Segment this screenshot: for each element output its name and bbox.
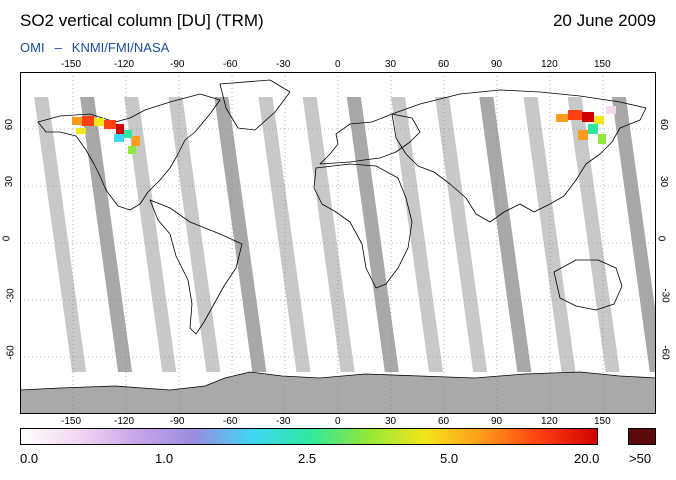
lon-tick-bottom: 30: [385, 416, 397, 427]
data-gap-swath: [34, 97, 87, 372]
lat-tick-left: 30: [4, 175, 16, 188]
lon-tick-top: 90: [491, 59, 503, 70]
lon-tick-top: 30: [385, 59, 397, 70]
data-gap-swath: [214, 97, 267, 372]
data-gap-swath: [479, 97, 532, 372]
data-gap-swath: [611, 97, 656, 372]
lon-tick-bottom: 0: [335, 416, 341, 427]
graticule: [20, 72, 656, 414]
lat-tick-left: 0: [1, 235, 13, 242]
europe-outline: [319, 113, 421, 165]
lat-tick-left: -60: [5, 345, 17, 360]
lon-tick-bottom: -90: [170, 416, 185, 427]
lon-tick-top: -30: [276, 59, 291, 70]
south-america-outline: [149, 199, 243, 335]
asia-outline: [391, 89, 647, 223]
australia-outline: [553, 259, 623, 311]
lon-tick-top: -60: [223, 59, 238, 70]
lon-tick-top: 0: [335, 59, 341, 70]
data-credit: OMI – KNMI/FMI/NASA: [20, 40, 169, 55]
colorbar: [20, 428, 598, 445]
lon-tick-top: -150: [61, 59, 82, 70]
lon-tick-bottom: 90: [491, 416, 503, 427]
colorbar-gradient: [20, 428, 598, 445]
credit-instrument: OMI: [20, 40, 45, 55]
lon-tick-bottom: -150: [61, 416, 82, 427]
lon-tick-bottom: 150: [594, 416, 611, 427]
so2-map: [20, 72, 656, 414]
credit-separator: –: [54, 40, 62, 55]
greenland-outline: [219, 79, 291, 131]
colorbar-overflow-swatch: [628, 428, 656, 445]
north-america-outline: [37, 93, 221, 211]
so2-plume-alaska: [72, 116, 140, 154]
map-date: 20 June 2009: [552, 11, 656, 30]
data-gap-swath: [168, 97, 221, 372]
lat-tick-left: 60: [4, 118, 16, 131]
lon-tick-bottom: 120: [541, 416, 558, 427]
data-gap-swath: [302, 97, 355, 372]
data-gap-swath: [391, 97, 443, 372]
data-gap-swath: [567, 97, 620, 372]
so2-plume-kuril: [556, 106, 616, 144]
credit-institutions: KNMI/FMI/NASA: [71, 40, 170, 55]
colorbar-label-5: 5.0: [440, 451, 459, 466]
lon-tick-bottom: -120: [114, 416, 135, 427]
colorbar-label-1: 1.0: [155, 451, 174, 466]
data-gap-swath: [124, 97, 177, 372]
data-gap-swath: [523, 97, 576, 372]
map-frame: [20, 72, 656, 414]
data-gap-swath: [435, 97, 488, 372]
data-gap-swaths: [34, 97, 656, 372]
lat-tick-right: 0: [655, 235, 667, 242]
colorbar-label-2-5: 2.5: [298, 451, 317, 466]
lon-tick-top: 120: [541, 59, 558, 70]
lat-tick-right: 30: [658, 175, 670, 188]
coastlines: [37, 79, 647, 335]
lat-tick-right: 60: [658, 118, 670, 131]
data-gap-swath: [346, 97, 399, 372]
data-gap-swath: [258, 97, 311, 372]
lon-tick-top: 150: [594, 59, 611, 70]
lon-tick-top: -120: [114, 59, 135, 70]
lat-tick-right: -60: [659, 345, 671, 360]
map-title: SO2 vertical column [DU] (TRM): [20, 11, 264, 30]
lat-tick-left: -30: [5, 288, 17, 303]
lon-tick-bottom: -60: [223, 416, 238, 427]
colorbar-label-max: 20.0: [574, 451, 600, 466]
africa-outline: [313, 163, 413, 289]
lon-tick-top: -90: [170, 59, 185, 70]
lon-tick-bottom: -30: [276, 416, 291, 427]
lat-tick-right: -30: [659, 288, 671, 303]
data-gap-swath: [80, 97, 133, 372]
colorbar-label-overflow: >50: [629, 451, 652, 466]
lon-tick-top: 60: [438, 59, 450, 70]
lon-tick-bottom: 60: [438, 416, 450, 427]
colorbar-label-min: 0.0: [20, 451, 39, 466]
